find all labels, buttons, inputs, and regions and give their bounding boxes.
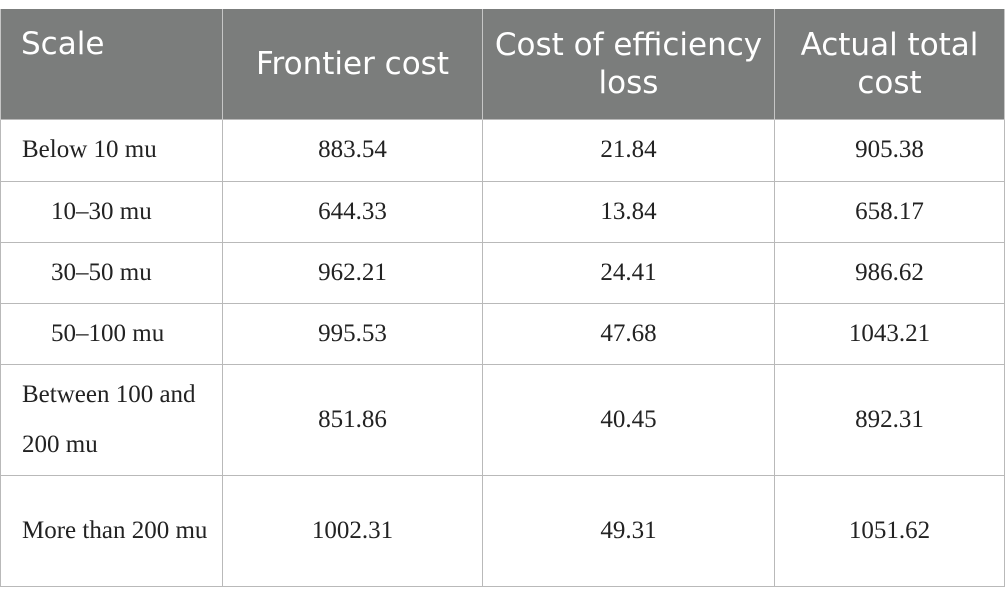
frontier-cost-cell: 644.33 <box>222 180 483 243</box>
frontier-cost-cell: 1002.31 <box>222 474 483 587</box>
table-row: More than 200 mu 1002.31 49.31 1051.62 <box>0 474 1005 587</box>
header-actual-total-cost: Actual total cost <box>774 9 1005 119</box>
efficiency-loss-cell: 47.68 <box>482 302 775 365</box>
header-cost-of-efficiency-loss: Cost of efficiency loss <box>482 9 775 119</box>
frontier-cost-cell: 851.86 <box>222 363 483 476</box>
scale-cell: More than 200 mu <box>0 474 223 587</box>
frontier-cost-cell: 995.53 <box>222 302 483 365</box>
efficiency-loss-cell: 24.41 <box>482 241 775 304</box>
table-header-row: Scale Frontier cost Cost of efficiency l… <box>0 9 1005 119</box>
efficiency-loss-cell: 49.31 <box>482 474 775 587</box>
table-row: 50–100 mu 995.53 47.68 1043.21 <box>0 302 1005 365</box>
scale-cell: 30–50 mu <box>0 241 223 304</box>
total-cost-cell: 892.31 <box>774 363 1005 476</box>
total-cost-cell: 1043.21 <box>774 302 1005 365</box>
total-cost-cell: 658.17 <box>774 180 1005 243</box>
frontier-cost-cell: 883.54 <box>222 118 483 182</box>
total-cost-cell: 986.62 <box>774 241 1005 304</box>
table-row: 10–30 mu 644.33 13.84 658.17 <box>0 180 1005 243</box>
frontier-cost-cell: 962.21 <box>222 241 483 304</box>
scale-cell: Between 100 and 200 mu <box>0 363 223 476</box>
scale-cell: Below 10 mu <box>0 118 223 182</box>
cost-table-container: Scale Frontier cost Cost of efficiency l… <box>0 9 1005 587</box>
table-row: Below 10 mu 883.54 21.84 905.38 <box>0 118 1005 182</box>
efficiency-loss-cell: 13.84 <box>482 180 775 243</box>
header-scale: Scale <box>0 9 223 119</box>
table-row: 30–50 mu 962.21 24.41 986.62 <box>0 241 1005 304</box>
total-cost-cell: 905.38 <box>774 118 1005 182</box>
scale-cell: 10–30 mu <box>0 180 223 243</box>
efficiency-loss-cell: 40.45 <box>482 363 775 476</box>
efficiency-loss-cell: 21.84 <box>482 118 775 182</box>
header-frontier-cost: Frontier cost <box>222 9 483 119</box>
total-cost-cell: 1051.62 <box>774 474 1005 587</box>
scale-cell: 50–100 mu <box>0 302 223 365</box>
table-row: Between 100 and 200 mu 851.86 40.45 892.… <box>0 363 1005 476</box>
cost-table: Scale Frontier cost Cost of efficiency l… <box>0 9 1005 587</box>
